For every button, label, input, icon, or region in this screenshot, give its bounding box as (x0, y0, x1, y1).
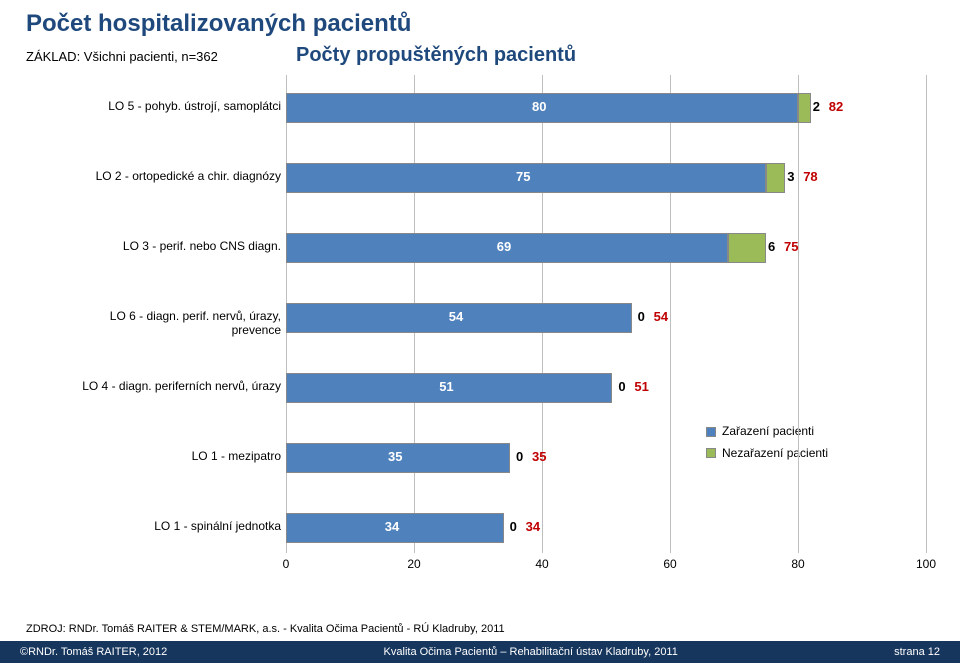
bar-row: LO 3 - perif. nebo CNS diagn. 69 6 75 (66, 233, 926, 263)
value-main: 51 (439, 379, 453, 394)
legend-item-main: Zařazení pacienti (706, 421, 828, 443)
bar-row: LO 1 - mezipatro 35 0 35 (66, 443, 926, 473)
category-label: LO 1 - mezipatro (66, 449, 281, 463)
bar-row: LO 5 - pohyb. ústrojí, samoplátci 80 2 82 (66, 93, 926, 123)
value-secondary: 6 (768, 239, 775, 254)
value-total: 82 (829, 99, 843, 114)
category-label: LO 4 - diagn. periferních nervů, úrazy (66, 379, 281, 393)
category-label: LO 5 - pohyb. ústrojí, samoplátci (66, 99, 281, 113)
value-main: 54 (449, 309, 463, 324)
bar-track: 69 6 75 (286, 233, 926, 263)
x-tick-label: 0 (283, 557, 290, 571)
value-main: 34 (385, 519, 399, 534)
legend-swatch-main (706, 427, 716, 437)
gridline (926, 75, 927, 553)
value-secondary: 0 (510, 519, 517, 534)
footer-right: strana 12 (894, 646, 940, 658)
category-label: LO 3 - perif. nebo CNS diagn. (66, 239, 281, 253)
x-tick-label: 20 (407, 557, 420, 571)
footer-left: ©RNDr. Tomáš RAITER, 2012 (20, 646, 167, 658)
value-secondary: 0 (516, 449, 523, 464)
x-tick-label: 80 (791, 557, 804, 571)
value-secondary: 0 (638, 309, 645, 324)
bar-row: LO 1 - spinální jednotka 34 0 34 (66, 513, 926, 543)
value-total: 78 (803, 169, 817, 184)
footer-bar: ©RNDr. Tomáš RAITER, 2012 Kvalita Očima … (0, 641, 960, 663)
x-tick-label: 60 (663, 557, 676, 571)
bar-row: LO 4 - diagn. periferních nervů, úrazy 51… (66, 373, 926, 403)
page-title: Počet hospitalizovaných pacientů (26, 10, 934, 38)
value-total: 35 (532, 449, 546, 464)
bar-track: 35 0 35 (286, 443, 926, 473)
baseline-text: ZÁKLAD: Všichni pacienti, n=362 (26, 49, 296, 64)
value-total: 51 (634, 379, 648, 394)
bar-track: 75 3 78 (286, 163, 926, 193)
category-label: LO 2 - ortopedické a chir. diagnózy (66, 169, 281, 183)
value-secondary: 0 (618, 379, 625, 394)
bar-row: LO 2 - ortopedické a chir. diagnózy 75 3 78 (66, 163, 926, 193)
bar-segment-secondary (728, 233, 766, 263)
value-main: 75 (516, 169, 530, 184)
bar-track: 54 0 54 (286, 303, 926, 333)
x-tick-label: 100 (916, 557, 936, 571)
value-total: 34 (526, 519, 540, 534)
legend-label-main: Zařazení pacienti (722, 421, 814, 443)
x-tick-label: 40 (535, 557, 548, 571)
bar-track: 51 0 51 (286, 373, 926, 403)
value-secondary: 3 (787, 169, 794, 184)
value-secondary: 2 (813, 99, 820, 114)
bar-row: LO 6 - diagn. perif. nervů, úrazy, preve… (66, 303, 926, 333)
category-label: LO 1 - spinální jednotka (66, 519, 281, 533)
value-main: 35 (388, 449, 402, 464)
bar-segment-secondary (798, 93, 811, 123)
source-text: ZDROJ: RNDr. Tomáš RAITER & STEM/MARK, a… (26, 623, 505, 635)
footer-mid: Kvalita Očima Pacientů – Rehabilitační ú… (167, 646, 894, 658)
value-main: 69 (497, 239, 511, 254)
bar-track: 34 0 34 (286, 513, 926, 543)
value-total: 75 (784, 239, 798, 254)
chart-area: Zařazení pacienti Nezařazení pacienti 02… (66, 75, 926, 585)
bar-segment-secondary (766, 163, 785, 193)
bar-track: 80 2 82 (286, 93, 926, 123)
subhead-row: ZÁKLAD: Všichni pacienti, n=362 Počty pr… (26, 44, 934, 67)
value-main: 80 (532, 99, 546, 114)
chart-subtitle: Počty propuštěných pacientů (296, 44, 934, 67)
value-total: 54 (654, 309, 668, 324)
category-label: LO 6 - diagn. perif. nervů, úrazy, preve… (66, 309, 281, 338)
